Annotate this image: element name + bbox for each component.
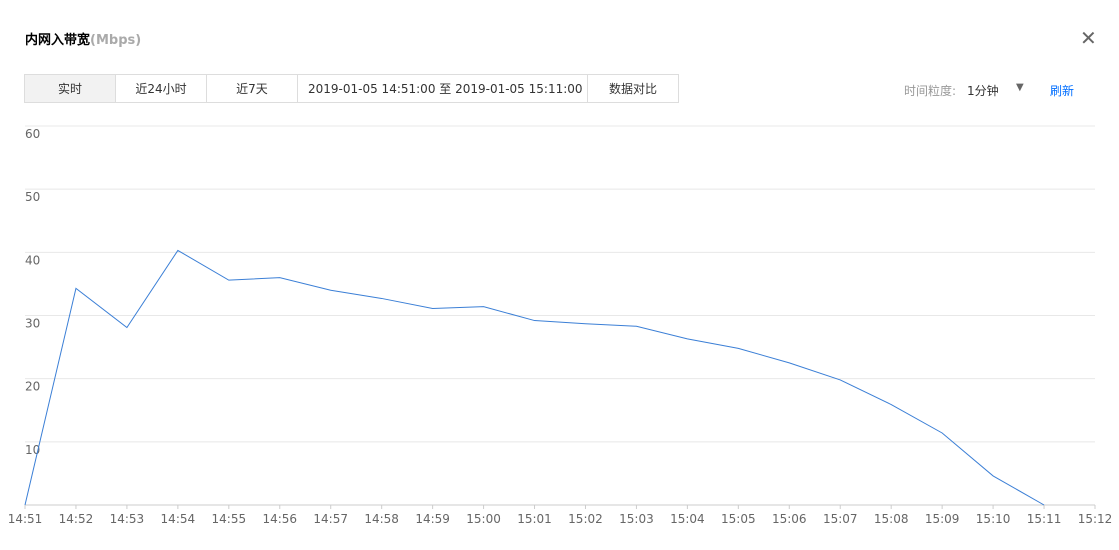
x-tick-label: 15:00 xyxy=(466,512,501,526)
x-tick-label: 15:12 xyxy=(1078,512,1113,526)
x-tick-label: 15:10 xyxy=(976,512,1011,526)
granularity-select[interactable]: 1分钟 xyxy=(967,84,999,98)
dropdown-caret[interactable]: ▼ xyxy=(1016,82,1024,93)
title-text: 内网入带宽 xyxy=(25,33,91,48)
data-line xyxy=(24,249,1045,506)
close-button[interactable]: ✕ xyxy=(1080,26,1097,50)
x-tick-label: 15:11 xyxy=(1027,512,1062,526)
x-tick-label: 14:53 xyxy=(110,512,145,526)
y-tick-label: 40 xyxy=(25,253,40,267)
x-tick-label: 15:08 xyxy=(874,512,909,526)
toolbar: 实时 近24小时 近7天 2019-01-05 14:51:00 至 2019-… xyxy=(24,74,679,103)
tab[interactable]: 实时 xyxy=(24,74,116,103)
x-tick-label: 14:59 xyxy=(415,512,450,526)
x-tick-label: 14:56 xyxy=(262,512,297,526)
x-tick-label: 14:58 xyxy=(364,512,399,526)
y-tick-label: 60 xyxy=(25,127,40,141)
x-tick-label: 15:04 xyxy=(670,512,705,526)
unit: (Mbps) xyxy=(90,33,142,48)
y-tick-label: 50 xyxy=(25,190,40,204)
x-tick-label: 14:57 xyxy=(313,512,348,526)
x-tick-label: 15:06 xyxy=(772,512,807,526)
x-tick-label: 15:02 xyxy=(568,512,603,526)
x-tick-label: 14:55 xyxy=(212,512,247,526)
x-tick-label: 15:09 xyxy=(925,512,960,526)
granularity-label: 时间粒度: xyxy=(904,84,957,98)
x-tick-label: 14:51 xyxy=(8,512,43,526)
refresh-link[interactable]: 刷新 xyxy=(1050,84,1075,98)
x-tick-label: 15:03 xyxy=(619,512,654,526)
x-tick-label: 14:54 xyxy=(161,512,196,526)
y-tick-label: 30 xyxy=(25,317,40,331)
y-tick-label: 10 xyxy=(25,443,40,457)
title: 内网入带宽(Mbps) xyxy=(25,29,141,48)
y-tick-label: 20 xyxy=(25,380,40,394)
x-tick-label: 15:07 xyxy=(823,512,858,526)
x-tick-label: 15:05 xyxy=(721,512,756,526)
x-tick-label: 15:01 xyxy=(517,512,552,526)
x-tick-label: 14:52 xyxy=(59,512,94,526)
compare-button[interactable]: 数据对比 xyxy=(587,74,679,103)
